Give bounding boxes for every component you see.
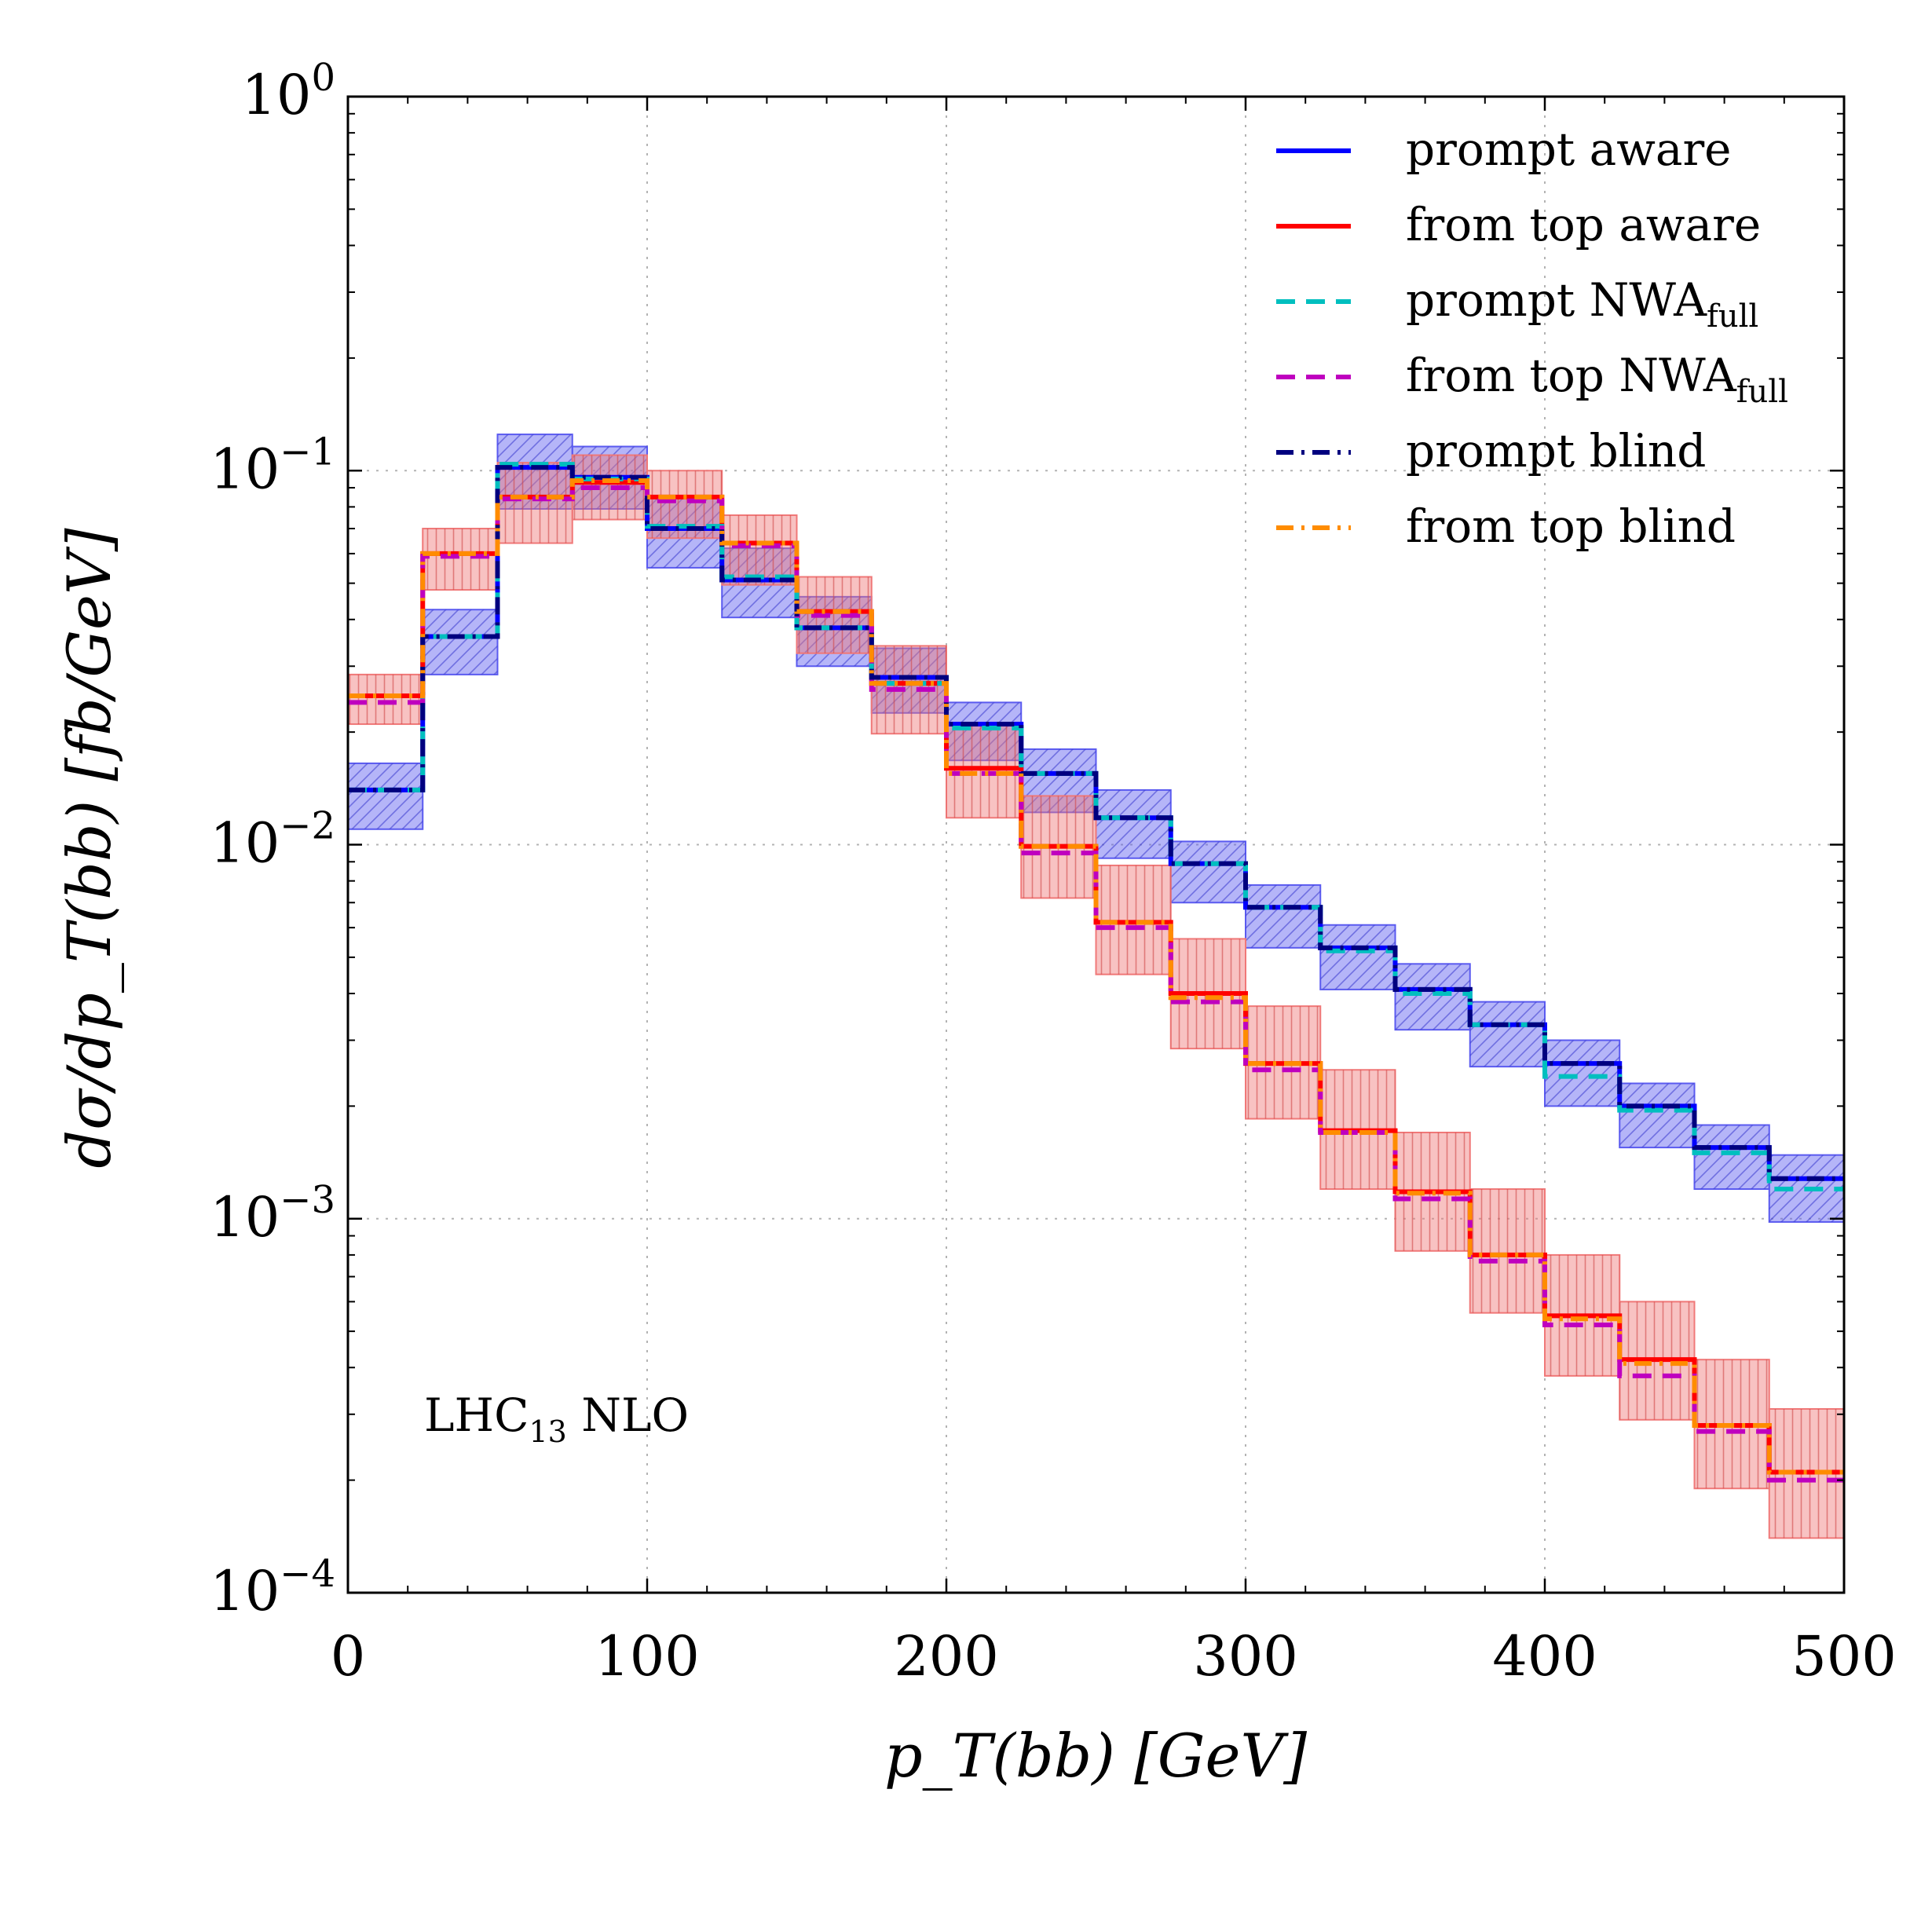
axis-ticks — [346, 95, 1846, 1594]
x-axis-title: p_T(bb) [GeV] — [884, 1721, 1307, 1791]
legend-item: prompt NWAfull — [1276, 273, 1758, 335]
band-hatch — [1545, 1040, 1620, 1107]
legend-item: from top aware — [1276, 198, 1761, 251]
legend-item: from top blind — [1276, 499, 1736, 553]
legend-label: prompt blind — [1406, 424, 1706, 478]
x-tick-labels: 0 100 200 300 400 500 — [331, 1624, 1897, 1689]
x-tick-label: 500 — [1791, 1624, 1897, 1689]
band-hatch — [348, 674, 423, 725]
band-hatch — [1170, 841, 1246, 903]
series-line-from-top-NWA_full — [348, 485, 1844, 1483]
band-hatch — [1246, 884, 1321, 948]
band-hatch — [1395, 964, 1470, 1030]
y-tick-label: 100 — [241, 56, 335, 127]
legend-label: from top NWAfull — [1406, 349, 1788, 410]
x-tick-label: 0 — [331, 1624, 366, 1689]
y-tick-labels: 10−4 10−3 10−2 10−1 100 — [210, 56, 335, 1623]
band-hatch — [1096, 789, 1171, 858]
legend-item: prompt aware — [1276, 123, 1732, 176]
legend: prompt aware from top aware prompt NWAfull… — [1276, 123, 1788, 553]
band-hatch — [1694, 1125, 1769, 1190]
x-tick-label: 300 — [1193, 1624, 1298, 1689]
y-tick-label: 10−1 — [210, 430, 335, 501]
band-hatch — [722, 515, 797, 585]
legend-label: from top blind — [1406, 499, 1736, 553]
x-tick-label: 400 — [1492, 1624, 1597, 1689]
band-hatch — [497, 463, 573, 543]
series-line-from-top-aware — [348, 480, 1844, 1475]
band-hatch — [1619, 1083, 1695, 1148]
legend-label: prompt aware — [1406, 123, 1732, 176]
y-tick-label: 10−4 — [210, 1552, 335, 1623]
band-hatch — [348, 763, 423, 829]
series-line-from-top-blind — [348, 478, 1844, 1475]
y-tick-label: 10−3 — [210, 1178, 335, 1250]
band-hatch — [796, 576, 872, 653]
legend-item: prompt blind — [1276, 424, 1706, 478]
band-hatch — [1469, 1189, 1545, 1313]
band-hatch — [423, 529, 498, 591]
band-hatch — [423, 609, 498, 675]
y-tick-label: 10−2 — [210, 804, 335, 876]
series-lines — [348, 462, 1844, 1483]
band-hatch — [1096, 865, 1171, 975]
band-hatch — [946, 724, 1022, 818]
legend-label: prompt NWAfull — [1406, 273, 1758, 335]
legend-label: from top aware — [1406, 198, 1761, 251]
band-hatch — [1469, 1001, 1545, 1067]
series-line-prompt-blind — [348, 465, 1844, 1181]
legend-item: from top NWAfull — [1276, 349, 1788, 410]
x-tick-label: 200 — [894, 1624, 999, 1689]
annotation-label: LHC13 NLO — [424, 1389, 689, 1449]
band-hatch — [1320, 924, 1396, 990]
y-axis-title: dσ/dp_T(bb) [fb/GeV] — [54, 528, 124, 1168]
x-tick-label: 100 — [595, 1624, 700, 1689]
